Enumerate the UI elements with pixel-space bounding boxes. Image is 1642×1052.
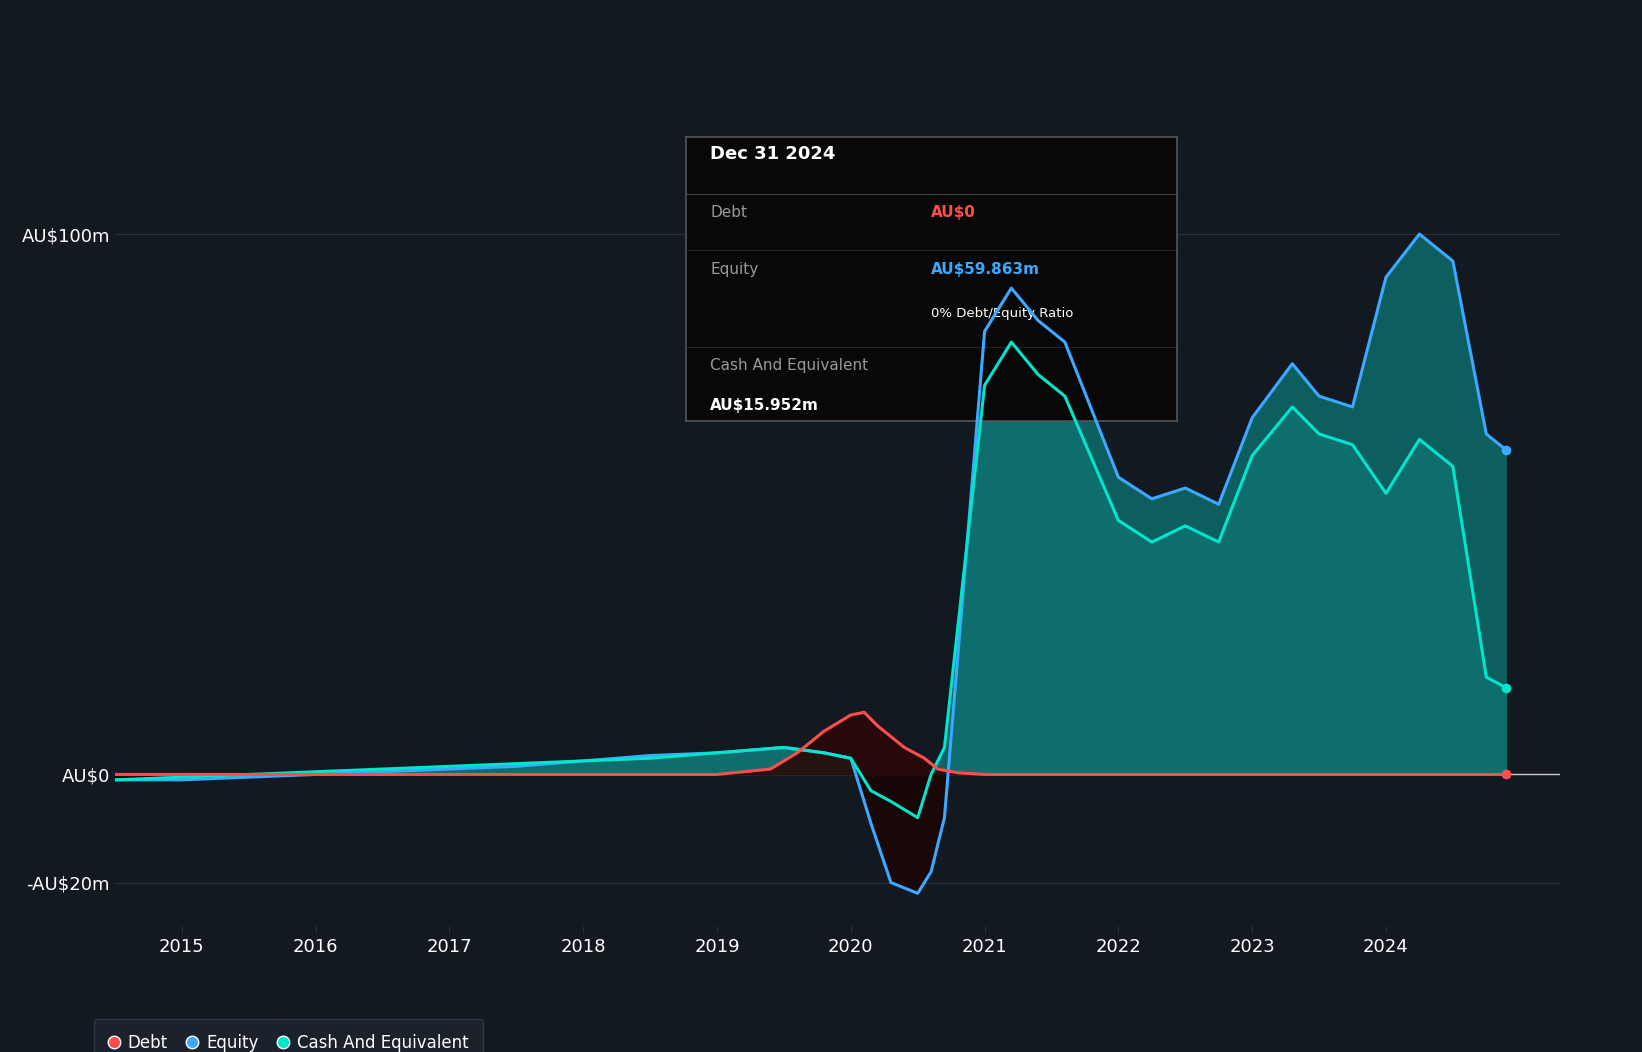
Legend: Debt, Equity, Cash And Equivalent: Debt, Equity, Cash And Equivalent (94, 1019, 483, 1052)
